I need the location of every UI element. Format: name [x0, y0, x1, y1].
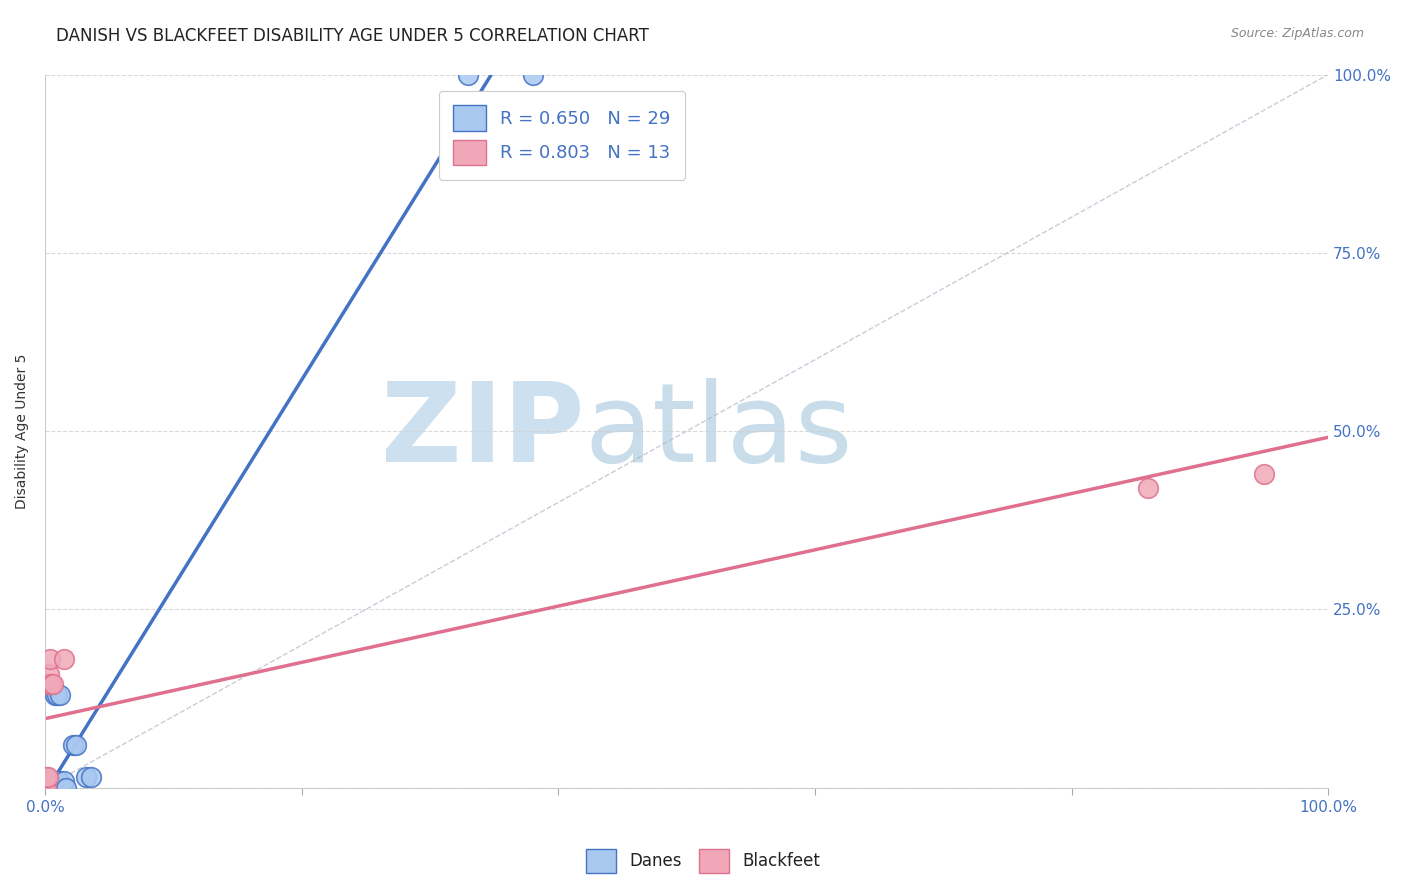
Point: [41, 677, 63, 691]
Point: [46, 773, 69, 788]
Point: [41, 780, 63, 795]
Point: [75, 770, 97, 784]
Point: [80, 770, 103, 784]
Point: [37, 780, 59, 795]
Point: [45, 688, 67, 702]
Legend: Danes, Blackfeet: Danes, Blackfeet: [579, 842, 827, 880]
Point: [39, 652, 62, 666]
Point: [37, 770, 59, 784]
Point: [48, 773, 70, 788]
Point: [35, 780, 58, 795]
Text: Source: ZipAtlas.com: Source: ZipAtlas.com: [1230, 27, 1364, 40]
Legend: R = 0.650   N = 29, R = 0.803   N = 13: R = 0.650 N = 29, R = 0.803 N = 13: [439, 91, 685, 179]
Point: [35, 780, 58, 795]
Point: [35, 780, 58, 795]
Point: [39, 773, 62, 788]
Point: [65, 738, 87, 752]
Point: [522, 68, 544, 82]
Point: [53, 652, 76, 666]
Point: [41, 773, 63, 788]
Point: [38, 773, 60, 788]
Text: atlas: atlas: [583, 377, 852, 484]
Point: [38, 780, 60, 795]
Point: [62, 738, 84, 752]
Point: [41, 773, 63, 788]
Point: [52, 780, 75, 795]
Point: [37, 677, 59, 691]
Point: [457, 68, 479, 82]
Point: [42, 780, 65, 795]
Point: [53, 773, 76, 788]
Point: [34, 780, 56, 795]
Y-axis label: Disability Age Under 5: Disability Age Under 5: [15, 353, 30, 508]
Point: [1137, 481, 1160, 495]
Point: [41, 677, 63, 691]
Point: [44, 688, 66, 702]
Point: [39, 780, 62, 795]
Text: ZIP: ZIP: [381, 377, 583, 484]
Point: [49, 688, 72, 702]
Point: [51, 780, 73, 795]
Point: [1253, 467, 1275, 481]
Point: [38, 666, 60, 681]
Point: [55, 780, 77, 795]
Point: [34, 780, 56, 795]
Point: [38, 780, 60, 795]
Point: [35, 770, 58, 784]
Text: DANISH VS BLACKFEET DISABILITY AGE UNDER 5 CORRELATION CHART: DANISH VS BLACKFEET DISABILITY AGE UNDER…: [56, 27, 650, 45]
Point: [38, 677, 60, 691]
Point: [37, 780, 59, 795]
